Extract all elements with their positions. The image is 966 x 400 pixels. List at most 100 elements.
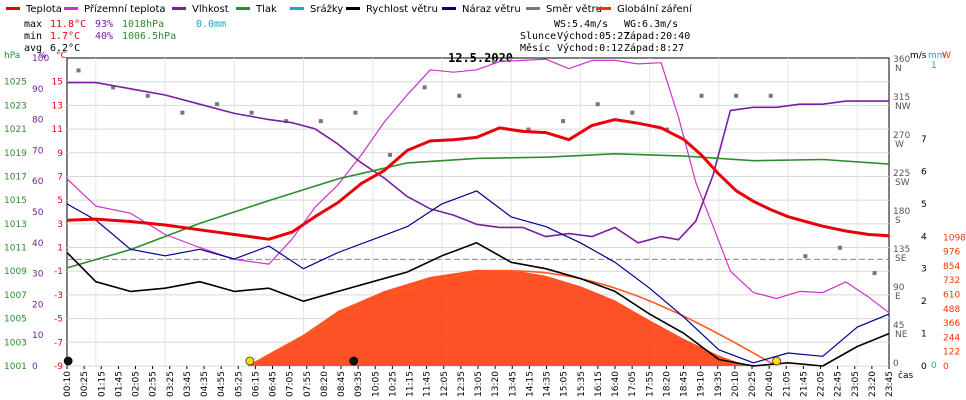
tick-wind: 4: [921, 232, 927, 242]
tick-direction: 315: [893, 93, 910, 103]
axis-unit-hpa: hPa: [4, 51, 20, 61]
tick-wind: 3: [921, 265, 927, 275]
series-wind-speed: [66, 242, 890, 367]
tick-direction: 225: [893, 169, 910, 179]
tick-humidity: 80: [32, 116, 44, 126]
x-tick-label: 19:10: [697, 371, 707, 397]
tick-temp: -9: [54, 362, 63, 372]
tick-humidity: 60: [32, 177, 44, 187]
stats-block: max 11.8°C 93% 1018hPa 0.0mm min 1.7°C 4…: [24, 19, 226, 54]
tick-temp: 13: [52, 101, 63, 111]
direction-point: [353, 110, 358, 115]
legend-label: Rychlost větru: [366, 3, 438, 15]
tick-direction-label: SE: [895, 254, 907, 264]
tick-pressure: 1019: [4, 149, 27, 159]
stat-min-pressure: 1006.5hPa: [122, 31, 176, 42]
x-tick-label: 16:40: [611, 371, 621, 397]
x-tick-label: 20:40: [765, 371, 775, 397]
stat-max-humidity: 93%: [95, 19, 113, 30]
tick-wind: 6: [921, 167, 927, 177]
x-tick-label: 00:25: [80, 371, 90, 397]
tick-temp: 11: [52, 125, 63, 135]
axis-unit-ms: m/s: [910, 51, 927, 61]
x-tick-label: 04:55: [217, 371, 227, 397]
tick-rain: 0: [931, 361, 937, 371]
info-sun-label: Slunce: [520, 31, 556, 42]
x-tick-label: 21:05: [782, 371, 792, 397]
x-tick-label: 13:20: [491, 371, 501, 397]
series-radiation-area: [248, 269, 765, 366]
sunset-marker: [772, 356, 781, 366]
tick-direction-label: W: [895, 140, 904, 150]
axis-unit-w: W: [942, 51, 951, 61]
series-humidity: [67, 81, 889, 244]
info-wind-gust: WG:6.3m/s: [624, 19, 678, 30]
tick-direction: 0: [893, 359, 899, 369]
direction-point: [768, 93, 773, 98]
info-sunset: Západ:20:40: [624, 30, 690, 42]
tick-humidity: 20: [32, 300, 44, 310]
x-tick-label: 14:35: [543, 371, 553, 397]
x-tick-label: 07:55: [303, 371, 313, 397]
tick-temp: 5: [57, 196, 63, 206]
stat-max-label: max: [24, 19, 42, 30]
legend-label: Přízemní teplota: [84, 3, 166, 15]
tick-radiation: 610: [943, 291, 960, 301]
direction-point: [422, 85, 427, 90]
x-tick-label: 09:35: [354, 371, 364, 397]
info-moon-label: Měsíc: [520, 42, 550, 54]
tick-radiation: 732: [943, 276, 960, 286]
direction-point: [803, 254, 808, 259]
direction-point: [284, 119, 289, 124]
tick-direction: 180: [893, 207, 910, 217]
tick-direction: 360: [893, 55, 910, 65]
x-tick-label: 17:05: [628, 371, 638, 397]
series-pressure: [66, 153, 890, 269]
moonset-marker: [349, 356, 359, 366]
axis-unit-pct: %: [38, 51, 47, 61]
tick-radiation: 366: [943, 319, 960, 329]
direction-point: [837, 245, 842, 250]
info-moonset: Západ:8:27: [624, 42, 684, 54]
info-moonrise: Východ:0:12: [557, 42, 623, 54]
direction-point: [76, 68, 81, 73]
legend-swatch: [64, 7, 78, 10]
tick-humidity: 90: [32, 85, 44, 95]
stat-min-label: min: [24, 31, 42, 42]
stat-min-temp: 1.7°C: [50, 31, 80, 42]
tick-direction-label: E: [895, 292, 901, 302]
direction-point: [145, 93, 150, 98]
tick-humidity: 100: [32, 54, 49, 64]
x-tick-label: 13:45: [508, 371, 518, 397]
tick-pressure: 1011: [4, 244, 27, 254]
x-tick-label: 05:25: [234, 371, 244, 397]
tick-wind: 0: [921, 362, 927, 372]
legend-swatch: [442, 7, 456, 10]
legend-swatch: [6, 7, 20, 10]
x-tick-label: 01:15: [97, 371, 107, 397]
x-tick-label: 12:05: [440, 371, 450, 397]
direction-point: [180, 110, 185, 115]
direction-point: [630, 110, 635, 115]
x-tick-label: 16:15: [594, 371, 604, 397]
tick-humidity: 10: [32, 331, 44, 341]
tick-pressure: 1021: [4, 125, 27, 135]
tick-direction: 45: [893, 321, 904, 331]
legend-swatch: [526, 7, 540, 10]
x-tick-label: 11:45: [423, 371, 433, 397]
tick-wind: 5: [921, 200, 927, 210]
direction-point: [734, 93, 739, 98]
tick-temp: 7: [57, 172, 63, 182]
tick-humidity: 0: [32, 362, 38, 372]
x-tick-label: 03:25: [166, 371, 176, 397]
tick-direction: 270: [893, 131, 910, 141]
tick-wind: 2: [921, 297, 927, 307]
x-tick-label: 19:35: [714, 371, 724, 397]
legend-label: Teplota: [25, 4, 62, 15]
tick-temp: -7: [54, 338, 63, 348]
tick-pressure: 1023: [4, 101, 27, 111]
direction-point: [526, 127, 531, 132]
x-tick-label: 18:20: [662, 371, 672, 397]
axes: 1510251310231110219101971017510153101311…: [4, 54, 966, 372]
